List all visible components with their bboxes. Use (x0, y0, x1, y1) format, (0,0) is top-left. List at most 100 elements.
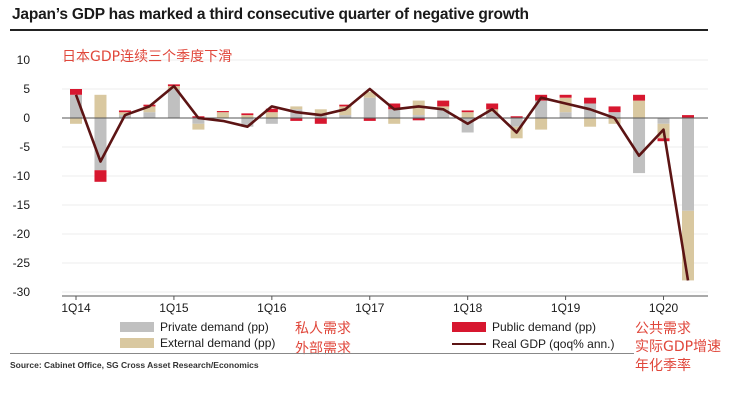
bar-public-4Q16 (339, 104, 352, 107)
legend-private: Private demand (pp) (120, 320, 269, 334)
bar-private-1Q17 (363, 97, 376, 118)
bar-external-4Q19 (633, 100, 646, 118)
legend-external-label: External demand (pp) (160, 336, 276, 350)
bar-private-2Q16 (290, 109, 303, 118)
bar-external-4Q16 (339, 106, 352, 116)
bar-public-2Q17 (388, 103, 401, 110)
bar-external-3Q15 (216, 112, 229, 118)
bar-external-1Q18 (461, 112, 474, 118)
bar-public-2Q16 (290, 118, 303, 121)
bar-external-4Q14 (143, 106, 156, 113)
bar-private-4Q19 (633, 118, 646, 174)
legend-public-label: Public demand (pp) (492, 320, 597, 334)
bar-public-1Q16 (265, 108, 278, 113)
legend-public: Public demand (pp) (452, 320, 596, 334)
bar-external-2Q14 (94, 94, 107, 118)
bar-external-1Q16 (265, 112, 278, 118)
bar-external-1Q17 (363, 91, 376, 98)
bar-private-1Q20 (657, 118, 670, 124)
series-line-real-gdp (74, 84, 690, 281)
x-tick-label: 1Q15 (159, 301, 189, 315)
bar-private-2Q18 (486, 112, 499, 118)
bar-external-3Q16 (314, 109, 327, 116)
x-axis-ticks: 1Q14 1Q15 1Q16 1Q17 1Q18 1Q19 1Q20 (61, 296, 679, 315)
chart-title: Japan’s GDP has marked a third consecuti… (12, 6, 529, 23)
y-tick-label: -30 (13, 285, 31, 299)
bar-external-3Q17 (412, 100, 425, 116)
legend-gdp: Real GDP (qoq% ann.) (452, 337, 615, 351)
bar-public-4Q19 (633, 94, 646, 101)
x-tick-label: 1Q20 (649, 301, 679, 315)
y-tick-label: 10 (17, 53, 31, 67)
x-tick-label: 1Q17 (355, 301, 385, 315)
legend-private-label: Private demand (pp) (160, 320, 269, 334)
y-tick-label: -25 (13, 256, 31, 270)
legend-gdp-label-cn: 实际GDP增速 年化季率 (635, 339, 722, 374)
bar-public-1Q20 (657, 138, 670, 142)
bar-external-2Q20 (682, 210, 694, 281)
bar-private-1Q19 (559, 112, 572, 118)
bar-external-4Q18 (535, 118, 548, 130)
bar-private-2Q19 (584, 103, 597, 118)
y-tick-label: -15 (13, 198, 31, 212)
bar-external-1Q14 (70, 118, 82, 124)
bar-private-3Q16 (314, 115, 327, 118)
bar-public-1Q14 (70, 89, 82, 95)
bar-public-3Q17 (412, 118, 425, 121)
legend-private-swatch (120, 322, 154, 332)
bar-public-2Q14 (94, 170, 107, 182)
bar-private-1Q16 (265, 118, 278, 124)
gridlines (62, 59, 708, 293)
x-tick-label: 1Q16 (257, 301, 287, 315)
source-divider (10, 353, 634, 354)
legend-external-swatch (120, 338, 154, 348)
bar-private-2Q20 (682, 118, 694, 211)
bar-private-4Q17 (437, 109, 450, 118)
bar-private-4Q15 (241, 118, 254, 127)
bar-external-3Q19 (608, 118, 621, 124)
annotation-cn: 日本GDP连续三个季度下滑 (62, 49, 233, 65)
y-axis-ticks: 10 5 0 -5 -10 -15 -20 -25 -30 (13, 53, 31, 299)
bar-external-2Q17 (388, 118, 401, 124)
bar-private-4Q18 (535, 100, 548, 118)
x-tick-label: 1Q18 (453, 301, 483, 315)
bar-public-2Q20 (682, 115, 694, 118)
y-tick-label: -20 (13, 227, 31, 241)
bar-external-4Q15 (241, 115, 254, 118)
bar-private-1Q15 (167, 89, 180, 118)
bar-private-3Q19 (608, 112, 621, 118)
bar-private-2Q17 (388, 109, 401, 118)
bar-private-2Q15 (192, 118, 205, 124)
bar-public-4Q15 (241, 113, 254, 116)
x-tick-label: 1Q19 (551, 301, 581, 315)
bar-private-3Q17 (412, 115, 425, 118)
bar-external-2Q19 (584, 118, 597, 127)
bar-public-1Q19 (559, 94, 572, 98)
legend-public-label-cn: 公共需求 (635, 321, 691, 337)
bar-public-3Q14 (118, 110, 131, 113)
bar-external-1Q19 (559, 97, 572, 113)
bar-private-4Q14 (143, 112, 156, 118)
legend-gdp-label: Real GDP (qoq% ann.) (492, 337, 615, 351)
bar-public-1Q18 (461, 110, 474, 113)
source-note: Source: Cabinet Office, SG Cross Asset R… (10, 360, 259, 370)
gdp-line-layer (74, 84, 690, 281)
title-divider (10, 29, 708, 31)
legend-external: External demand (pp) (120, 336, 275, 350)
zero-axis (62, 117, 708, 297)
y-tick-label: -5 (19, 140, 30, 154)
bar-public-3Q15 (216, 111, 229, 113)
bar-external-2Q15 (192, 123, 205, 130)
legend-public-swatch (452, 322, 486, 332)
bar-public-1Q17 (363, 118, 376, 121)
bar-external-3Q14 (118, 112, 131, 116)
y-tick-label: 0 (23, 111, 30, 125)
bar-external-2Q16 (290, 106, 303, 110)
bar-public-2Q18 (486, 103, 499, 110)
legend-external-label-cn: 外部需求 (295, 341, 351, 357)
x-tick-label: 1Q14 (61, 301, 91, 315)
bar-public-4Q17 (437, 100, 450, 107)
bar-public-2Q19 (584, 97, 597, 104)
bar-public-3Q18 (510, 116, 523, 118)
